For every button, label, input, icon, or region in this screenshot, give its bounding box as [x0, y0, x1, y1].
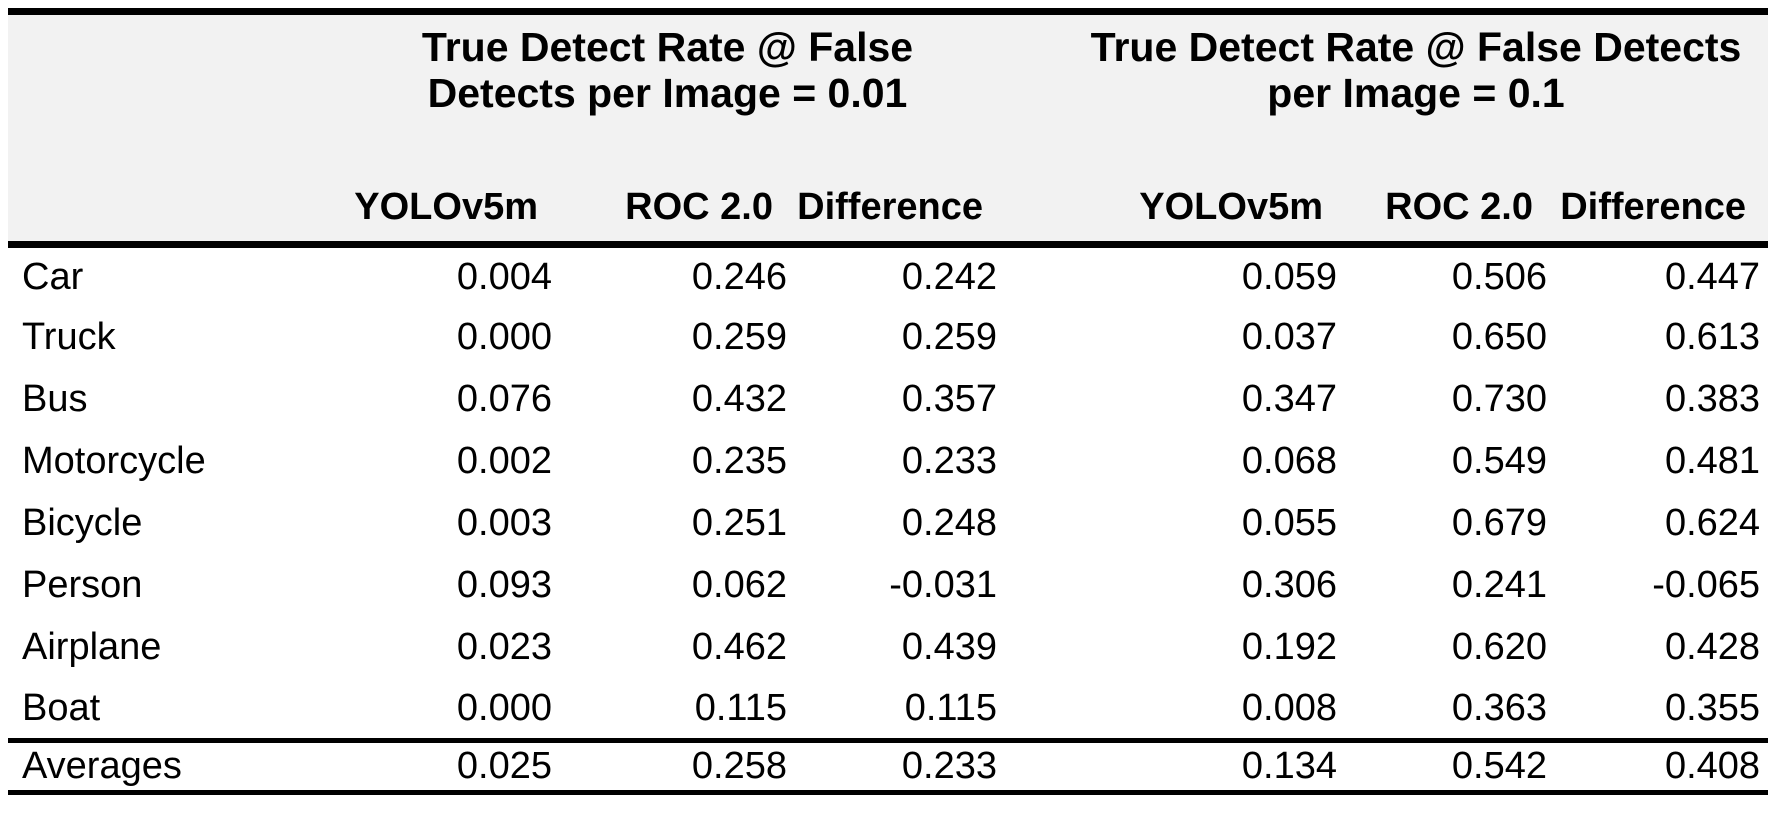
value-cell: 0.068	[1241, 440, 1337, 482]
value-cell: -0.065	[1652, 564, 1761, 606]
row-label-header-cell	[8, 161, 330, 248]
table-row: Bus 0.076 0.432 0.357 0.347 0.730 0.383	[8, 369, 1768, 431]
value-cell: 0.363	[1451, 686, 1547, 729]
averages-row: Averages 0.025 0.258 0.233 0.134 0.542 0…	[8, 738, 1769, 795]
value-cell: 0.258	[560, 738, 795, 795]
detection-rate-comparison-table: True Detect Rate @ False Detects per Ima…	[8, 8, 1769, 795]
column-header-yolov5m-1: YOLOv5m	[330, 161, 560, 248]
value-cell: 0.115	[694, 686, 787, 729]
value-cell: 0.000	[456, 316, 552, 358]
subheader-row: YOLOv5m ROC 2.0 Difference YOLOv5m ROC 2…	[8, 161, 1769, 248]
table-row: Truck 0.000 0.259 0.259 0.037 0.650 0.613	[8, 307, 1768, 369]
value-cell: 0.025	[330, 738, 560, 795]
value-cell: 0.432	[691, 378, 787, 420]
column-header-difference-2: Difference	[1555, 161, 1769, 248]
value-cell: 0.347	[1241, 378, 1337, 420]
table-row: Motorcycle 0.002 0.235 0.233 0.068 0.549 0.481	[8, 431, 1768, 493]
value-cell: 0.242	[901, 255, 997, 298]
value-cell: 0.055	[1241, 502, 1337, 544]
value-cell: 0.134	[1005, 738, 1345, 795]
value-cell: 0.023	[456, 626, 552, 668]
table-header: True Detect Rate @ False Detects per Ima…	[8, 11, 1769, 248]
row-label-cell: Boat	[22, 686, 101, 729]
value-cell: 0.408	[1555, 738, 1769, 795]
table-body: Car 0.004 0.246 0.242 0.059 0.506 0.447 Truck 0.…	[8, 245, 1768, 741]
row-label-cell: Car	[22, 255, 84, 298]
value-cell: 0.037	[1241, 316, 1337, 358]
value-cell: -0.031	[889, 564, 997, 606]
value-cell: 0.251	[691, 502, 787, 544]
value-cell: 0.679	[1451, 502, 1547, 544]
value-cell: 0.002	[456, 440, 552, 482]
value-cell: 0.246	[691, 255, 787, 298]
group-header-row: True Detect Rate @ False Detects per Ima…	[8, 12, 1768, 162]
value-cell: 0.115	[904, 686, 997, 729]
table-row: Bicycle 0.003 0.251 0.248 0.055 0.679 0.624	[8, 493, 1768, 555]
corner-cell	[8, 12, 330, 162]
value-cell: 0.481	[1664, 440, 1761, 482]
value-cell: 0.650	[1451, 316, 1547, 358]
value-cell: 0.306	[1241, 564, 1337, 606]
group-header-fdpi-001: True Detect Rate @ False Detects per Ima…	[330, 12, 1005, 162]
value-cell: 0.248	[901, 502, 997, 544]
group-title-line: per Image = 0.1	[1267, 69, 1565, 116]
table-row: Person 0.093 0.062 -0.031 0.306 0.241 -0.065	[8, 555, 1768, 617]
value-cell: 0.620	[1451, 626, 1547, 668]
column-header-yolov5m-2: YOLOv5m	[1005, 161, 1345, 248]
row-label-cell: Truck	[22, 316, 116, 358]
row-label-cell: Person	[22, 564, 143, 606]
group-title-line: True Detect Rate @ False Detects	[1090, 24, 1742, 70]
row-label-cell: Averages	[8, 738, 330, 795]
table-row: Airplane 0.023 0.462 0.439 0.192 0.620 0.428	[8, 617, 1768, 679]
value-cell: 0.059	[1241, 255, 1337, 298]
value-cell: 0.093	[456, 564, 552, 606]
value-cell: 0.549	[1451, 440, 1547, 482]
value-cell: 0.506	[1451, 255, 1547, 298]
value-cell: 0.357	[901, 378, 997, 420]
row-label-cell: Motorcycle	[22, 440, 206, 482]
value-cell: 0.235	[691, 440, 787, 482]
row-label-cell: Bicycle	[22, 502, 143, 544]
row-label-cell: Bus	[22, 378, 88, 420]
value-cell: 0.008	[1241, 686, 1337, 729]
value-cell: 0.447	[1664, 255, 1761, 298]
group-title-line: True Detect Rate @ False	[421, 24, 914, 70]
value-cell: 0.003	[456, 502, 552, 544]
column-header-difference-1: Difference	[795, 161, 1005, 248]
table-row: Boat 0.000 0.115 0.115 0.008 0.363 0.355	[8, 679, 1768, 741]
group-header-fdpi-01: True Detect Rate @ False Detects per Ima…	[1005, 12, 1768, 162]
value-cell: 0.428	[1664, 626, 1761, 668]
table-footer: Averages 0.025 0.258 0.233 0.134 0.542 0…	[8, 738, 1769, 795]
row-label-cell: Airplane	[22, 626, 162, 668]
value-cell: 0.613	[1664, 316, 1761, 358]
value-cell: 0.062	[691, 564, 787, 606]
value-cell: 0.000	[456, 686, 552, 729]
value-cell: 0.192	[1241, 626, 1337, 668]
table-row: Car 0.004 0.246 0.242 0.059 0.506 0.447	[8, 245, 1768, 307]
value-cell: 0.004	[456, 255, 552, 298]
value-cell: 0.233	[901, 440, 997, 482]
value-cell: 0.624	[1664, 502, 1761, 544]
column-header-roc20-2: ROC 2.0	[1345, 161, 1555, 248]
value-cell: 0.076	[456, 378, 552, 420]
data-table: True Detect Rate @ False Detects per Ima…	[8, 8, 1769, 795]
value-cell: 0.259	[901, 316, 997, 358]
group-title-line: Detects per Image = 0.01	[427, 69, 908, 116]
value-cell: 0.233	[795, 738, 1005, 795]
column-header-roc20-1: ROC 2.0	[560, 161, 795, 248]
value-cell: 0.383	[1664, 378, 1761, 420]
value-cell: 0.462	[691, 626, 787, 668]
value-cell: 0.730	[1451, 378, 1547, 420]
value-cell: 0.355	[1664, 686, 1761, 729]
value-cell: 0.542	[1345, 738, 1555, 795]
value-cell: 0.241	[1451, 564, 1547, 606]
value-cell: 0.259	[691, 316, 787, 358]
value-cell: 0.439	[901, 626, 997, 668]
